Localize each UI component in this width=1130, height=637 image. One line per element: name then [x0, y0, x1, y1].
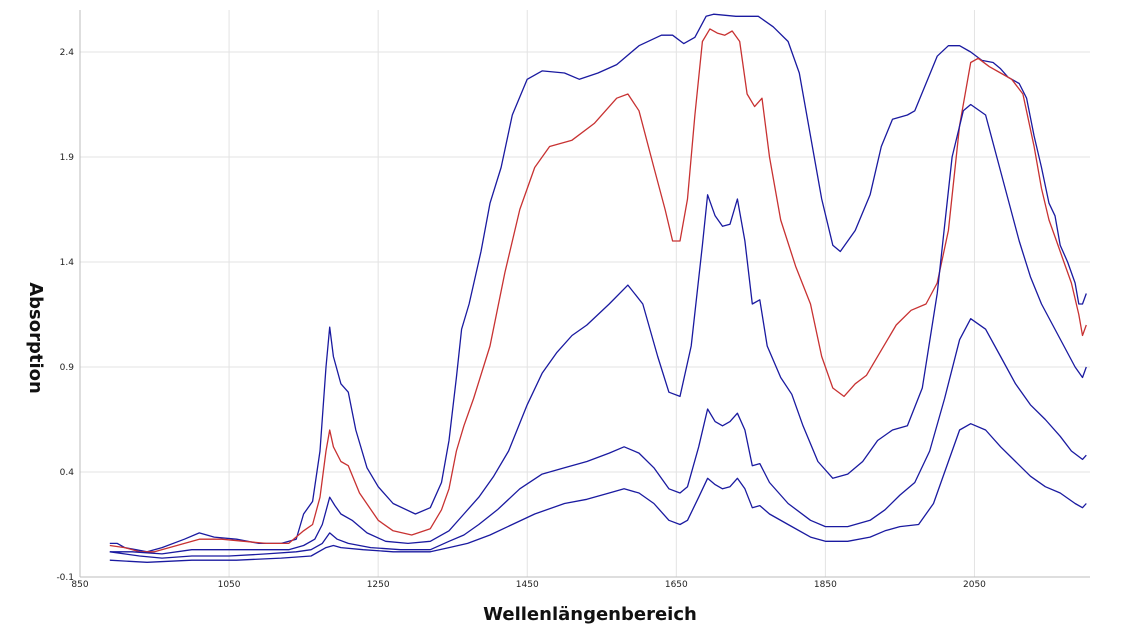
tick-labels: 850 1050 1250 1450 1650 1850 2050 -0.1 0.4 0.9 1.4… — [56, 48, 986, 590]
x-tick-label: 1250 — [367, 580, 390, 590]
x-tick-label: 1650 — [665, 580, 688, 590]
series-line-3 — [109, 103, 1087, 555]
y-tick-label: 1.9 — [60, 153, 75, 163]
series-layer — [109, 13, 1087, 563]
series-line-5 — [109, 423, 1087, 563]
x-tick-label: 1450 — [516, 580, 539, 590]
y-tick-label: 0.9 — [60, 363, 75, 373]
axis-layer — [79, 10, 1090, 578]
x-axis-title: Wellenlängenbereich — [483, 604, 697, 625]
x-tick-label: 850 — [71, 580, 88, 590]
series-line-1 — [109, 13, 1087, 553]
x-tick-label: 2050 — [963, 580, 986, 590]
y-axis-title: Absorption — [25, 282, 46, 394]
x-tick-label: 1050 — [218, 580, 241, 590]
y-tick-label: -0.1 — [56, 573, 74, 583]
series-line-4 — [109, 318, 1087, 559]
y-tick-label: 0.4 — [60, 468, 75, 478]
y-tick-label: 2.4 — [60, 48, 75, 58]
y-tick-label: 1.4 — [60, 258, 75, 268]
x-tick-label: 1850 — [814, 580, 837, 590]
grid-layer — [80, 10, 1090, 577]
series-line-2 — [109, 28, 1087, 553]
